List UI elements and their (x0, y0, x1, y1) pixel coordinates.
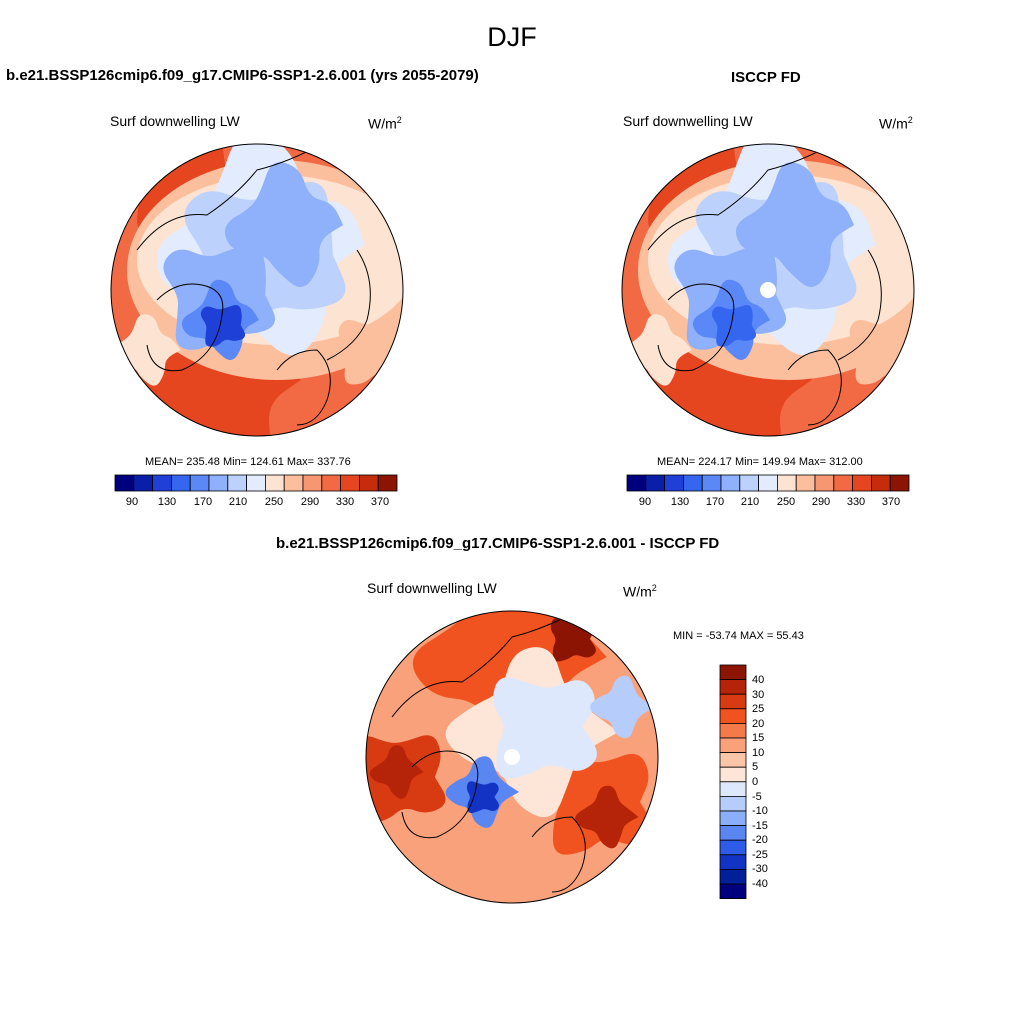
obs-colorbar-label: 290 (811, 496, 831, 508)
obs-cold-region (735, 162, 855, 288)
obs-colorbar-label: 210 (740, 496, 760, 508)
diff-pole-hole (504, 749, 520, 765)
diff-colorbar-box (719, 679, 747, 695)
diff-colorbar-label: -15 (752, 820, 768, 832)
diff-colorbar-label: 40 (752, 674, 765, 686)
model-colorbar-label: 130 (157, 496, 177, 508)
model-variable-label: Surf downwelling LW (110, 113, 240, 129)
diff-colorbar-box (719, 869, 747, 885)
diff-colorbar-box (719, 723, 747, 739)
figure-title: DJF (487, 22, 537, 52)
diff-colorbar-box (719, 737, 747, 754)
diff-colorbar-label: 30 (752, 689, 765, 701)
model-colorbar-label: 290 (300, 496, 320, 508)
obs-colorbar-label: 90 (638, 496, 652, 508)
model-map-border (110, 143, 404, 437)
diff-colorbar-box (719, 825, 747, 841)
obs-colorbar-label: 250 (776, 496, 796, 508)
diff-hot-core (369, 745, 424, 799)
model-stats: MEAN= 235.48 Min= 124.61 Max= 337.76 (145, 456, 351, 468)
diff-cool-region (493, 677, 597, 779)
diff-colorbar-box (719, 766, 747, 783)
obs-units: W/m2 (879, 115, 913, 132)
model-warm-region (120, 281, 301, 436)
diff-colorbar-label: -30 (752, 863, 768, 875)
diff-colorbar-box (719, 752, 747, 768)
diff-colorbar-box (719, 810, 747, 827)
diff-colorbar-label: 20 (752, 718, 765, 730)
model-greenland-core (200, 305, 246, 347)
diff-variable-label: Surf downwelling LW (367, 580, 497, 596)
obs-panel-title: ISCCP FD (731, 69, 801, 86)
model-panel-title: b.e21.BSSP126cmip6.f09_g17.CMIP6-SSP1-2.… (6, 67, 479, 84)
obs-colorbar-label: 330 (846, 496, 866, 508)
obs-colorbar-label: 370 (881, 496, 901, 508)
diff-panel-title: b.e21.BSSP126cmip6.f09_g17.CMIP6-SSP1-2.… (276, 535, 720, 552)
model-colorbar-label: 210 (228, 496, 248, 508)
obs-colorbar-box (889, 474, 910, 492)
model-colorbar-label: 90 (125, 496, 139, 508)
diff-colorbar-label: 10 (752, 747, 765, 759)
diff-colorbar-box (719, 796, 747, 812)
diff-colorbar-box (719, 839, 747, 856)
model-coastline (136, 144, 393, 426)
diff-colorbar-label: -20 (752, 834, 768, 846)
obs-colorbar-label: 170 (705, 496, 725, 508)
diff-colorbar-box (719, 664, 747, 681)
obs-colorbar-label: 130 (670, 496, 690, 508)
diff-units: W/m2 (623, 583, 657, 600)
obs-map-field (622, 144, 914, 436)
model-colorbar-box (377, 474, 398, 492)
diff-colorbar-box (719, 883, 747, 900)
obs-stats: MEAN= 224.17 Min= 149.94 Max= 312.00 (657, 456, 863, 468)
diff-colorbar-label: 25 (752, 703, 765, 715)
diff-colorbar-label: -10 (752, 805, 768, 817)
diff-colorbar-label: -25 (752, 849, 768, 861)
diff-colorbar-box (719, 693, 747, 710)
obs-variable-label: Surf downwelling LW (623, 113, 753, 129)
obs-mid-region (622, 314, 692, 386)
model-cold-region (224, 162, 344, 288)
diff-colorbar-label: 15 (752, 732, 765, 744)
diff-cool-region (590, 675, 655, 739)
diff-colorbar-label: 0 (752, 776, 759, 788)
model-colorbar-label: 170 (193, 496, 213, 508)
diff-map-border (365, 610, 659, 904)
model-colorbar-label: 330 (335, 496, 355, 508)
obs-coastline (647, 144, 904, 426)
obs-warm-region (631, 281, 812, 436)
diff-colorbar-label: -5 (752, 791, 762, 803)
obs-pole-hole (760, 282, 776, 298)
model-mid-region (111, 314, 181, 386)
diff-coastline (391, 611, 648, 893)
diff-colorbar-label: 5 (752, 761, 759, 773)
diff-colorbar-box (719, 781, 747, 797)
diff-colorbar-label: -40 (752, 878, 768, 890)
obs-greenland-core (711, 305, 757, 347)
diff-cold-core (466, 781, 500, 814)
model-colorbar-label: 250 (264, 496, 284, 508)
diff-stats: MIN = -53.74 MAX = 55.43 (673, 630, 804, 642)
diff-colorbar-box (719, 854, 747, 870)
obs-map-border (621, 143, 915, 437)
model-units: W/m2 (368, 115, 402, 132)
model-colorbar-label: 370 (370, 496, 390, 508)
diff-hot-core (575, 785, 639, 849)
diff-colorbar-box (719, 708, 747, 724)
